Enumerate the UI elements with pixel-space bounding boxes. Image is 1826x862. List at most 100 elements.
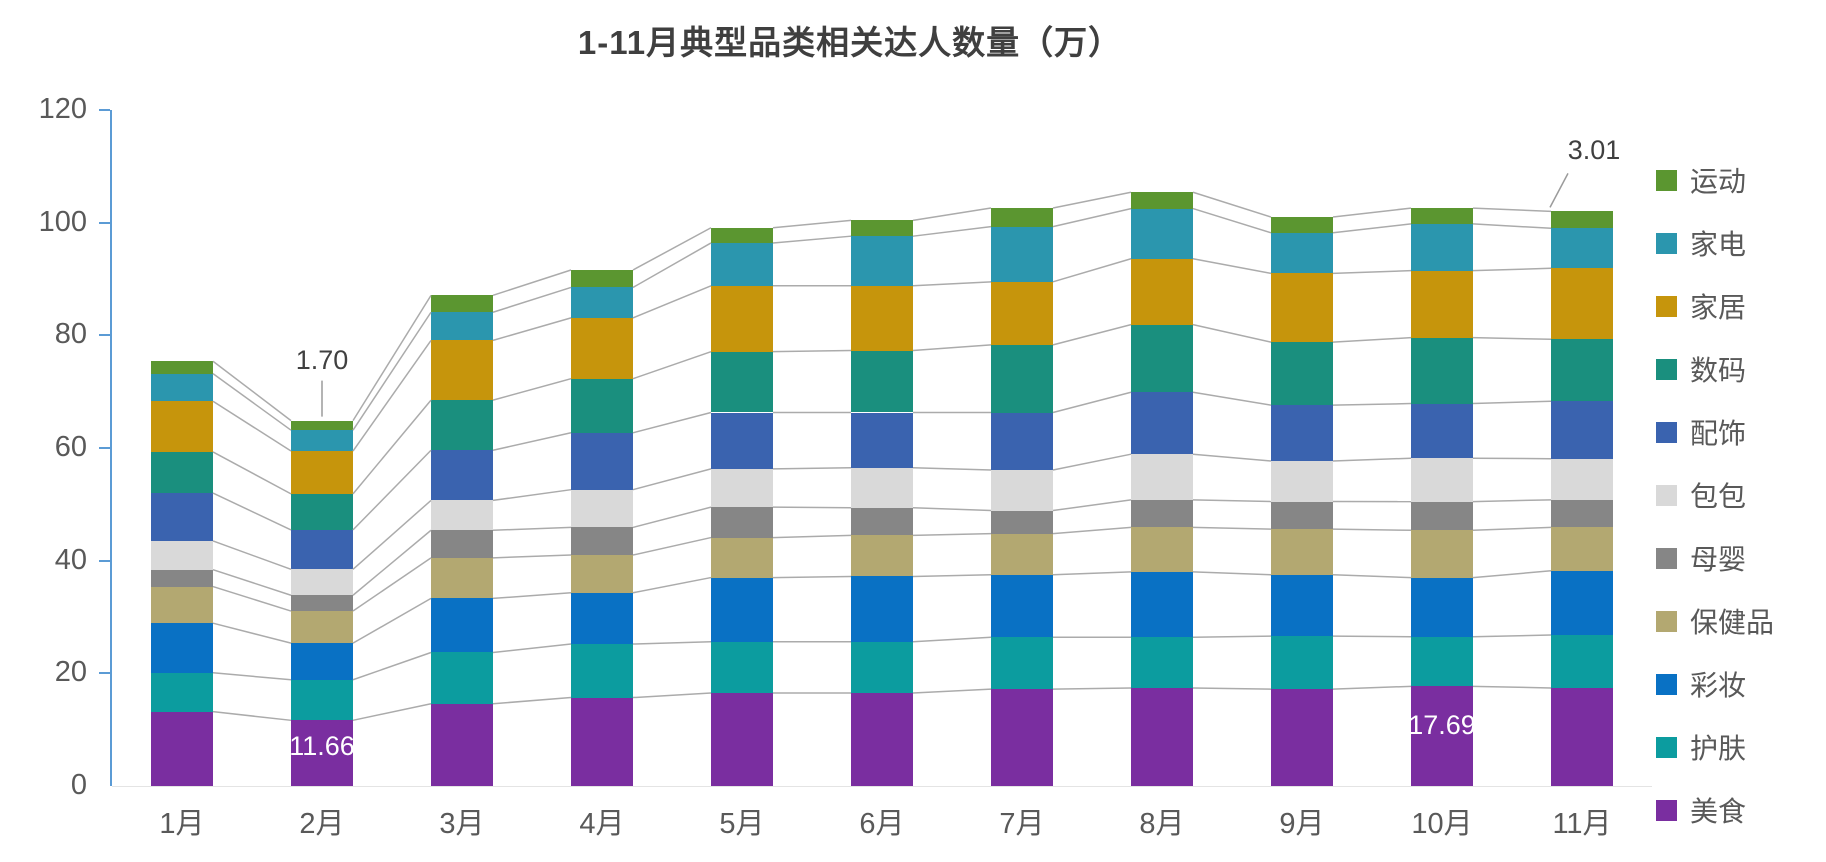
bar-segment[interactable] <box>1551 458 1613 500</box>
bar-segment[interactable] <box>291 420 353 431</box>
bar-segment[interactable] <box>711 351 773 413</box>
bar-segment[interactable] <box>851 236 913 286</box>
bar-segment[interactable] <box>431 400 493 451</box>
bar-segment[interactable] <box>1551 228 1613 269</box>
bar-segment[interactable] <box>851 693 913 786</box>
bar-segment[interactable] <box>571 697 633 786</box>
bar-segment[interactable] <box>851 467 913 508</box>
legend-item[interactable]: 包包 <box>1656 475 1746 515</box>
legend-item[interactable]: 美食 <box>1656 790 1746 830</box>
bar-segment[interactable] <box>151 711 213 786</box>
bar-segment[interactable] <box>991 574 1053 638</box>
bar-segment[interactable] <box>431 703 493 786</box>
bar-segment[interactable] <box>291 611 353 644</box>
bar-segment[interactable] <box>1551 268 1613 340</box>
bar-segment[interactable] <box>291 595 353 612</box>
bar-segment[interactable] <box>1271 405 1333 461</box>
bar-segment[interactable] <box>711 507 773 538</box>
bar-segment[interactable] <box>851 576 913 642</box>
bar-segment[interactable] <box>571 432 633 490</box>
bar-segment[interactable] <box>571 287 633 318</box>
bar-segment[interactable] <box>151 401 213 452</box>
bar-segment[interactable] <box>1131 687 1193 786</box>
bar-segment[interactable] <box>291 720 353 786</box>
bar-segment[interactable] <box>571 269 633 288</box>
bar-segment[interactable] <box>851 350 913 413</box>
bar-segment[interactable] <box>571 527 633 556</box>
bar-segment[interactable] <box>1271 501 1333 530</box>
legend-item[interactable]: 数码 <box>1656 349 1746 389</box>
bar-segment[interactable] <box>571 555 633 593</box>
bar-segment[interactable] <box>1411 270 1473 338</box>
bar-segment[interactable] <box>1411 686 1473 786</box>
bar-segment[interactable] <box>991 469 1053 511</box>
bar-segment[interactable] <box>1131 571 1193 638</box>
bar-segment[interactable] <box>1131 454 1193 500</box>
legend-item[interactable]: 配饰 <box>1656 412 1746 452</box>
bar-segment[interactable] <box>291 430 353 452</box>
bar-segment[interactable] <box>711 537 773 578</box>
bar-segment[interactable] <box>851 285 913 351</box>
legend-item[interactable]: 母婴 <box>1656 538 1746 578</box>
bar-segment[interactable] <box>151 361 213 374</box>
bar-segment[interactable] <box>151 540 213 570</box>
bar-segment[interactable] <box>711 412 773 469</box>
bar-segment[interactable] <box>431 500 493 531</box>
bar-segment[interactable] <box>1271 574 1333 637</box>
bar-segment[interactable] <box>431 530 493 558</box>
bar-segment[interactable] <box>1271 217 1333 233</box>
bar-segment[interactable] <box>571 644 633 698</box>
bar-segment[interactable] <box>1551 635 1613 688</box>
bar-segment[interactable] <box>1411 223 1473 271</box>
bar-segment[interactable] <box>431 557 493 599</box>
bar-segment[interactable] <box>1131 392 1193 455</box>
bar-segment[interactable] <box>1411 577 1473 637</box>
bar-segment[interactable] <box>1271 273 1333 343</box>
bar-segment[interactable] <box>1411 636 1473 687</box>
bar-segment[interactable] <box>431 598 493 653</box>
bar-segment[interactable] <box>151 586 213 624</box>
bar-segment[interactable] <box>1271 636 1333 690</box>
bar-segment[interactable] <box>1411 208 1473 224</box>
bar-segment[interactable] <box>851 507 913 536</box>
bar-segment[interactable] <box>991 412 1053 470</box>
bar-segment[interactable] <box>151 493 213 541</box>
bar-segment[interactable] <box>291 451 353 494</box>
bar-segment[interactable] <box>1411 458 1473 502</box>
legend-item[interactable]: 护肤 <box>1656 727 1746 767</box>
bar-segment[interactable] <box>1551 499 1613 528</box>
bar-segment[interactable] <box>291 569 353 596</box>
bar-segment[interactable] <box>991 510 1053 534</box>
bar-segment[interactable] <box>151 672 213 712</box>
bar-segment[interactable] <box>151 569 213 587</box>
bar-segment[interactable] <box>991 533 1053 575</box>
bar-segment[interactable] <box>1131 324 1193 393</box>
bar-segment[interactable] <box>1411 501 1473 531</box>
bar-segment[interactable] <box>711 641 773 694</box>
legend-item[interactable]: 彩妆 <box>1656 664 1746 704</box>
bar-segment[interactable] <box>151 451 213 494</box>
bar-segment[interactable] <box>991 281 1053 345</box>
bar-segment[interactable] <box>1411 403 1473 459</box>
bar-segment[interactable] <box>1271 689 1333 786</box>
bar-segment[interactable] <box>431 450 493 501</box>
bar-segment[interactable] <box>711 227 773 243</box>
bar-segment[interactable] <box>711 577 773 642</box>
bar-segment[interactable] <box>991 344 1053 413</box>
bar-segment[interactable] <box>1551 211 1613 229</box>
bar-segment[interactable] <box>1131 208 1193 259</box>
bar-segment[interactable] <box>431 312 493 341</box>
bar-segment[interactable] <box>151 373 213 402</box>
bar-segment[interactable] <box>851 535 913 577</box>
bar-segment[interactable] <box>1131 192 1193 209</box>
bar-segment[interactable] <box>851 412 913 468</box>
bar-segment[interactable] <box>151 623 213 673</box>
bar-segment[interactable] <box>291 493 353 530</box>
bar-segment[interactable] <box>571 489 633 528</box>
bar-segment[interactable] <box>711 285 773 352</box>
bar-segment[interactable] <box>991 226 1053 282</box>
bar-segment[interactable] <box>1411 337 1473 404</box>
bar-segment[interactable] <box>431 295 493 313</box>
bar-segment[interactable] <box>711 242 773 286</box>
bar-segment[interactable] <box>1131 527 1193 572</box>
